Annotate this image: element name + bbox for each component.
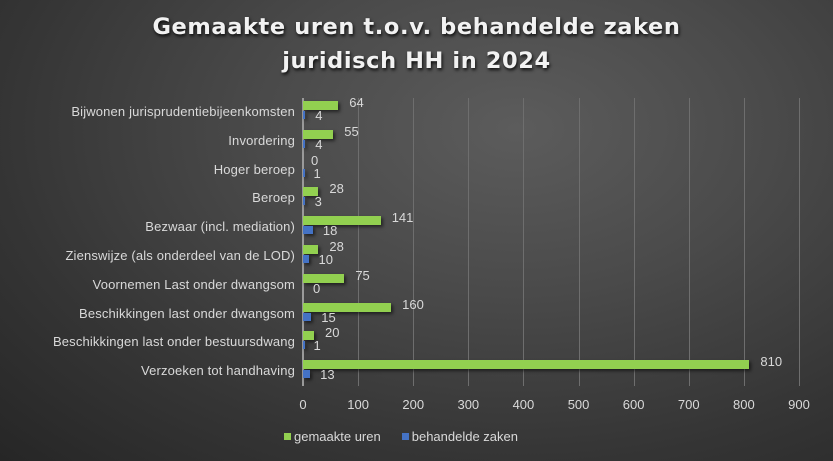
bar-gemaakte-uren[interactable] bbox=[303, 129, 334, 139]
data-label-gemaakte-uren: 810 bbox=[760, 354, 783, 370]
gridline bbox=[799, 98, 800, 386]
data-label-behandelde-zaken: 18 bbox=[322, 223, 338, 239]
gridline bbox=[578, 98, 580, 386]
legend-item-gemaakte-uren[interactable]: gemaakte uren bbox=[284, 429, 381, 444]
gridline bbox=[688, 98, 690, 386]
bar-gemaakte-uren[interactable] bbox=[303, 273, 345, 283]
category-label: Hoger beroep bbox=[213, 161, 295, 177]
x-tick-label: 900 bbox=[788, 397, 810, 412]
data-label-gemaakte-uren: 141 bbox=[391, 210, 414, 226]
data-label-gemaakte-uren: 160 bbox=[402, 296, 424, 312]
category-label: Beschikkingen last onder dwangsom bbox=[79, 305, 295, 321]
data-label-behandelde-zaken: 13 bbox=[320, 367, 335, 383]
bar-gemaakte-uren[interactable] bbox=[303, 360, 750, 370]
data-label-behandelde-zaken: 1 bbox=[313, 165, 321, 181]
x-tick-label: 0 bbox=[299, 397, 307, 412]
legend-item-behandelde-zaken[interactable]: behandelde zaken bbox=[401, 429, 518, 444]
bar-behandelde-zaken[interactable] bbox=[303, 197, 305, 206]
bar-behandelde-zaken[interactable] bbox=[303, 168, 305, 177]
data-label-gemaakte-uren: 75 bbox=[355, 267, 370, 283]
bar-behandelde-zaken[interactable] bbox=[303, 139, 306, 148]
data-label-behandelde-zaken: 4 bbox=[315, 108, 323, 123]
data-label-behandelde-zaken: 3 bbox=[314, 194, 322, 210]
gridline bbox=[523, 98, 525, 386]
category-axis-line bbox=[302, 98, 304, 386]
data-label-behandelde-zaken: 10 bbox=[318, 252, 333, 267]
bar-gemaakte-uren[interactable] bbox=[303, 216, 381, 226]
bar-gemaakte-uren[interactable] bbox=[303, 101, 339, 110]
gridline bbox=[468, 98, 470, 386]
category-label: Zienswijze (als onderdeel van de LOD) bbox=[65, 248, 295, 263]
data-label-gemaakte-uren: 28 bbox=[329, 239, 344, 254]
x-tick-label: 500 bbox=[567, 397, 590, 412]
chart-title: Gemaakte uren t.o.v. behandelde zaken ju… bbox=[0, 10, 833, 78]
legend-swatch-green bbox=[284, 433, 291, 440]
bar-gemaakte-uren[interactable] bbox=[303, 187, 319, 197]
gridline bbox=[743, 98, 745, 386]
gridline bbox=[633, 98, 635, 386]
legend-swatch-blue bbox=[401, 433, 409, 440]
x-tick-label: 200 bbox=[402, 397, 425, 412]
x-tick-label: 600 bbox=[622, 397, 645, 412]
x-tick-label: 800 bbox=[733, 397, 755, 412]
bar-gemaakte-uren[interactable] bbox=[303, 331, 315, 341]
data-label-behandelde-zaken: 15 bbox=[321, 309, 336, 325]
legend-label: gemaakte uren bbox=[294, 429, 381, 444]
category-label: Beroep bbox=[252, 190, 295, 206]
data-label-gemaakte-uren: 55 bbox=[344, 123, 359, 139]
category-label: Bijwonen jurisprudentiebijeenkomsten bbox=[71, 104, 295, 119]
data-label-behandelde-zaken: 4 bbox=[315, 136, 323, 152]
x-tick-label: 300 bbox=[457, 397, 480, 412]
bar-behandelde-zaken[interactable] bbox=[303, 111, 306, 119]
chart-title-line-1: Gemaakte uren t.o.v. behandelde zaken bbox=[152, 14, 681, 40]
bar-behandelde-zaken[interactable] bbox=[303, 341, 305, 350]
chart-title-line-2: juridisch HH in 2024 bbox=[282, 48, 551, 74]
data-label-behandelde-zaken: 0 bbox=[313, 280, 321, 296]
gridline bbox=[413, 98, 415, 386]
bar-behandelde-zaken[interactable] bbox=[303, 255, 309, 263]
category-label: Bezwaar (incl. mediation) bbox=[145, 219, 295, 235]
category-label: Voornemen Last onder dwangsom bbox=[92, 276, 295, 292]
bar-gemaakte-uren[interactable] bbox=[303, 245, 319, 254]
category-label: Beschikkingen last onder bestuursdwang bbox=[52, 334, 295, 350]
data-label-gemaakte-uren: 0 bbox=[311, 152, 319, 168]
x-tick-label: 400 bbox=[512, 397, 535, 412]
plot-area: 64 4 55 4 0 1 28 3 141 18 28 10 75 0 160 15 20 1 810 13 bbox=[302, 95, 800, 386]
bar-behandelde-zaken[interactable] bbox=[303, 370, 311, 379]
category-label: Invordering bbox=[228, 132, 295, 148]
legend: gemaakte uren behandelde zaken bbox=[284, 429, 539, 444]
x-tick-label: 100 bbox=[347, 397, 369, 412]
data-label-gemaakte-uren: 28 bbox=[329, 181, 344, 197]
legend-label: behandelde zaken bbox=[411, 429, 518, 444]
bar-gemaakte-uren[interactable] bbox=[303, 302, 392, 312]
gridline bbox=[358, 98, 360, 386]
data-label-gemaakte-uren: 64 bbox=[349, 95, 364, 110]
bar-behandelde-zaken[interactable] bbox=[303, 312, 312, 321]
category-label: Verzoeken tot handhaving bbox=[141, 363, 295, 379]
data-label-gemaakte-uren: 20 bbox=[325, 325, 340, 341]
bar-behandelde-zaken[interactable] bbox=[303, 226, 313, 235]
x-tick-label: 700 bbox=[677, 397, 700, 412]
data-label-behandelde-zaken: 1 bbox=[313, 338, 321, 354]
